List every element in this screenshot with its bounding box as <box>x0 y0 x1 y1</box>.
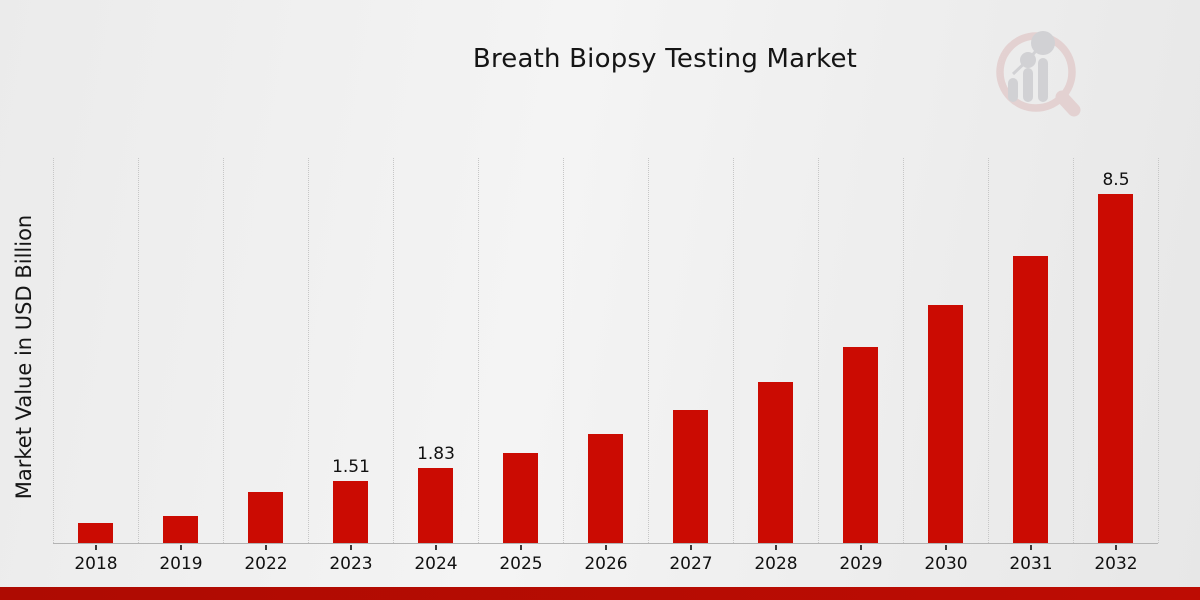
x-axis-tick <box>180 545 182 550</box>
bar-2028 <box>758 382 793 543</box>
x-tick-label-2029: 2029 <box>839 554 883 574</box>
bar-2030 <box>928 305 963 543</box>
gridline <box>478 158 479 543</box>
bar-value-label-2023: 1.51 <box>332 457 370 477</box>
gridline <box>393 158 394 543</box>
x-tick-label-2027: 2027 <box>669 554 713 574</box>
gridline <box>648 158 649 543</box>
x-tick-label-2025: 2025 <box>499 554 543 574</box>
bar-2029 <box>843 347 878 543</box>
x-tick-label-2024: 2024 <box>414 554 458 574</box>
plot-area: 2018 2019 2022 1.51 2023 1.83 2024 2025 2026 2027… <box>53 158 1159 574</box>
gridline <box>138 158 139 543</box>
x-axis-tick <box>945 545 947 550</box>
gridline <box>903 158 904 543</box>
x-axis-tick <box>520 545 522 550</box>
x-tick-label-2019: 2019 <box>159 554 203 574</box>
magnifier-bar-chart-logo-icon <box>996 31 1081 117</box>
x-tick-label-2031: 2031 <box>1009 554 1053 574</box>
x-axis-tick <box>350 545 352 550</box>
bar-2019 <box>163 516 198 543</box>
bar-value-label-2032: 8.5 <box>1102 170 1130 190</box>
gridline <box>733 158 734 543</box>
gridline <box>818 158 819 543</box>
y-axis-label: Market Value in USD Billion <box>12 214 36 500</box>
x-axis-tick <box>1115 545 1117 550</box>
bar-2018 <box>78 523 113 543</box>
page-title: Breath Biopsy Testing Market <box>472 44 858 74</box>
bar-2022 <box>248 492 283 543</box>
x-tick-label-2018: 2018 <box>74 554 118 574</box>
bar-2023 <box>333 481 368 543</box>
x-axis-tick <box>605 545 607 550</box>
bar-value-label-2024: 1.83 <box>417 444 455 464</box>
gridline <box>1073 158 1074 543</box>
gridline <box>223 158 224 543</box>
bar-2027 <box>673 410 708 543</box>
gridline <box>988 158 989 543</box>
gridline <box>308 158 309 543</box>
x-tick-label-2022: 2022 <box>244 554 288 574</box>
gridline <box>563 158 564 543</box>
x-axis-tick <box>775 545 777 550</box>
bar-2026 <box>588 434 623 543</box>
x-tick-label-2030: 2030 <box>924 554 968 574</box>
x-axis-tick <box>860 545 862 550</box>
x-tick-label-2023: 2023 <box>329 554 373 574</box>
x-axis-tick <box>690 545 692 550</box>
x-tick-label-2032: 2032 <box>1094 554 1138 574</box>
x-axis-tick <box>95 545 97 550</box>
x-tick-label-2028: 2028 <box>754 554 798 574</box>
footer-accent-strip <box>0 587 1200 600</box>
x-axis-tick <box>435 545 437 550</box>
bar-2032 <box>1098 194 1133 543</box>
x-tick-label-2026: 2026 <box>584 554 628 574</box>
bar-2025 <box>503 453 538 543</box>
gridline <box>1158 158 1159 543</box>
gridline <box>53 158 54 543</box>
bar-2024 <box>418 468 453 543</box>
x-axis-tick <box>265 545 267 550</box>
x-axis-tick <box>1030 545 1032 550</box>
bar-2031 <box>1013 256 1048 543</box>
